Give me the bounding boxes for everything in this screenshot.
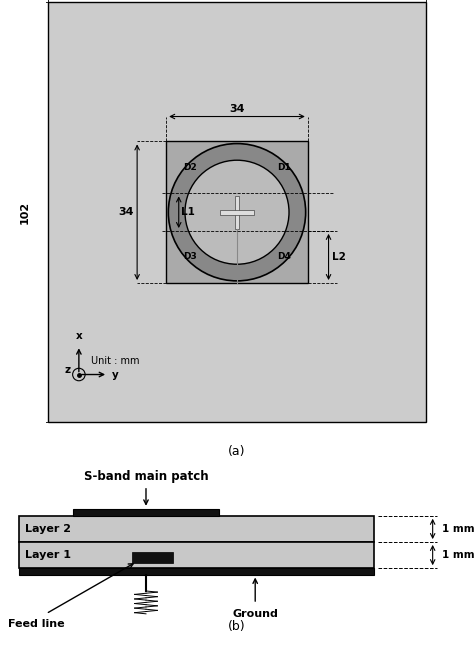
Bar bbox=[132, 552, 173, 563]
Text: D3: D3 bbox=[183, 252, 197, 261]
Bar bbox=[166, 142, 308, 283]
Text: 1 mm: 1 mm bbox=[442, 550, 474, 560]
Text: S-band main patch: S-band main patch bbox=[84, 470, 208, 483]
Bar bbox=[73, 509, 219, 516]
Bar bbox=[18, 516, 374, 542]
Text: Layer 1: Layer 1 bbox=[26, 550, 72, 560]
Text: (b): (b) bbox=[228, 620, 246, 633]
Text: (a): (a) bbox=[228, 445, 246, 458]
Text: 1 mm: 1 mm bbox=[442, 524, 474, 534]
Ellipse shape bbox=[168, 144, 306, 281]
Text: 102: 102 bbox=[20, 200, 30, 224]
Text: D1: D1 bbox=[277, 163, 291, 172]
Bar bbox=[235, 196, 239, 229]
Text: Feed line: Feed line bbox=[9, 619, 65, 629]
Text: z: z bbox=[64, 365, 71, 375]
Text: Layer 2: Layer 2 bbox=[26, 524, 72, 534]
Text: Unit : mm: Unit : mm bbox=[91, 356, 140, 366]
Text: y: y bbox=[112, 370, 119, 379]
Text: 34: 34 bbox=[118, 207, 134, 217]
Text: x: x bbox=[75, 331, 82, 342]
Text: D4: D4 bbox=[277, 252, 291, 261]
Text: Ground: Ground bbox=[232, 609, 278, 619]
Bar bbox=[18, 568, 374, 575]
Bar bbox=[18, 542, 374, 568]
Text: 34: 34 bbox=[229, 104, 245, 114]
Ellipse shape bbox=[185, 160, 289, 264]
Text: L2: L2 bbox=[332, 252, 346, 262]
Text: L1: L1 bbox=[181, 207, 195, 217]
Text: D2: D2 bbox=[183, 163, 197, 172]
Bar bbox=[220, 210, 254, 215]
